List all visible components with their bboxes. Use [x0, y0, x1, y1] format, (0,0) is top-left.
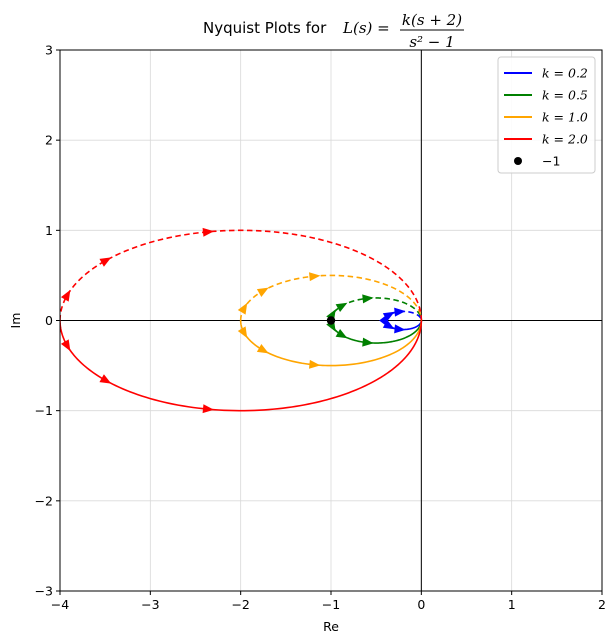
y-tick-label: −3	[35, 584, 53, 599]
chart-title-denominator: s² − 1	[409, 33, 454, 51]
direction-arrow	[237, 302, 248, 315]
chart-title: Nyquist Plots for L(s) = k(s + 2) s² − 1	[203, 11, 464, 51]
legend-marker-swatch	[514, 157, 522, 165]
series-line-positive	[330, 320, 423, 344]
x-tick-label: −2	[231, 597, 249, 612]
x-tick-label: −3	[141, 597, 159, 612]
direction-arrow	[382, 319, 395, 330]
direction-arrow	[362, 337, 374, 347]
chart-title-numerator: k(s + 2)	[402, 11, 462, 29]
x-tick-label: 2	[598, 597, 606, 612]
direction-arrow	[335, 328, 348, 339]
critical-point-marker	[326, 316, 336, 325]
legend-label: k = 0.2	[542, 66, 588, 81]
direction-arrow	[237, 326, 248, 339]
point-markers	[326, 316, 336, 325]
direction-arrow	[60, 289, 71, 302]
chart-title-prefix: Nyquist Plots for	[203, 19, 327, 37]
x-tick-label: 0	[417, 597, 425, 612]
legend-label: −1	[542, 154, 560, 169]
x-tick-label: −1	[322, 597, 340, 612]
legend-label: k = 2.0	[542, 132, 588, 147]
y-tick-label: 2	[45, 133, 53, 148]
x-tick-label: 1	[508, 597, 516, 612]
series-line-negative	[330, 297, 423, 321]
y-axis-label: Im	[8, 313, 23, 329]
y-tick-label: 3	[45, 43, 53, 58]
legend-box	[497, 56, 596, 174]
direction-arrow	[99, 257, 112, 267]
direction-arrow	[382, 311, 395, 322]
direction-arrow	[308, 272, 321, 282]
direction-arrow	[256, 344, 269, 354]
direction-arrow	[60, 339, 71, 352]
y-tick-label: −1	[35, 403, 53, 418]
x-axis-label: Re	[323, 619, 339, 634]
direction-arrow	[202, 404, 214, 414]
direction-arrow	[362, 294, 374, 304]
x-tick-label: −4	[51, 597, 69, 612]
legend-label: k = 1.0	[542, 110, 588, 125]
direction-arrow	[99, 374, 112, 384]
chart-title-lhs: L(s) =	[342, 19, 390, 37]
direction-arrow	[308, 359, 321, 369]
y-tick-label: 1	[45, 223, 53, 238]
direction-arrow	[394, 307, 406, 317]
direction-arrow	[202, 227, 214, 237]
direction-arrow	[335, 302, 348, 313]
legend: k = 0.2 k = 0.5 k = 1.0 k = 2.0 −1	[497, 56, 596, 174]
direction-arrow	[394, 324, 406, 334]
direction-arrow	[256, 287, 269, 297]
legend-label: k = 0.5	[542, 88, 588, 103]
y-tick-label: −2	[35, 493, 53, 508]
y-tick-label: 0	[45, 313, 53, 328]
